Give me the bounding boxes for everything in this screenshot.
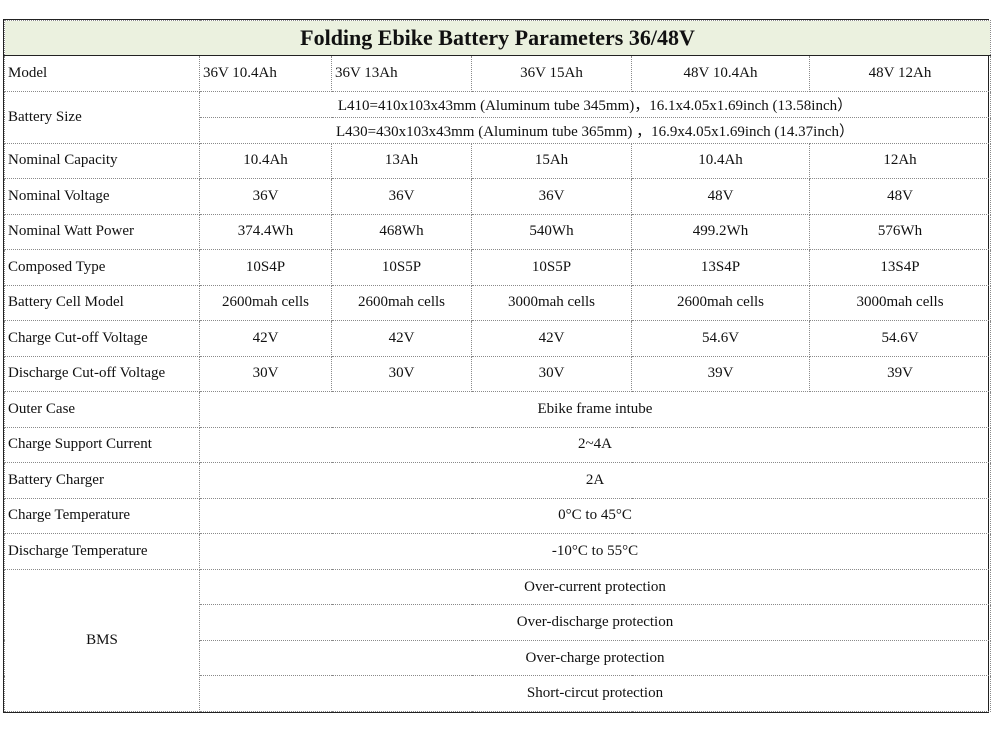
row-label: Charge Cut-off Voltage [4,320,200,357]
table-cell: 13Ah [331,142,472,180]
battery-size-row: Battery Size L410=410x103x43mm (Aluminum… [4,90,992,144]
charge-support-current-row: Charge Support Current 2~4A [4,426,992,464]
table-cell: 42V [199,320,332,357]
row-label: Charge Support Current [4,426,200,464]
table-cell: 2600mah cells [631,284,810,322]
bms-item: Over-current protection [198,568,992,606]
table-cell: 374.4Wh [199,213,332,251]
table-cell: 54.6V [808,320,992,357]
bms-row-2: Over-discharge protection [5,604,992,641]
outer-case-row: Outer Case Ebike frame intube [4,391,992,428]
bms-row-4: Short-circut protection [5,675,992,712]
table-cell: 12Ah [808,142,992,180]
table-cell: 10S5P [471,249,632,286]
row-label: Battery Charger [4,462,200,499]
row-label: Battery Size [4,90,200,144]
row-label: Discharge Cut-off Voltage [4,355,200,393]
nominal-voltage-row: Nominal Voltage 36V 36V 36V 48V 48V [4,178,992,215]
table-cell: 2A [198,462,992,499]
table-cell: 3000mah cells [808,284,992,322]
battery-size-row-2: L430=430x103x43mm (Aluminum tube 365mm) … [5,116,992,144]
table-cell: 2600mah cells [331,284,472,322]
table-cell: 39V [631,355,810,393]
table-cell: 10.4Ah [199,142,332,180]
table-cell: 42V [471,320,632,357]
table-title: Folding Ebike Battery Parameters 36/48V [3,19,992,57]
table-cell: 10S4P [199,249,332,286]
table-cell: 39V [808,355,992,393]
discharge-cutoff-voltage-row: Discharge Cut-off Voltage 30V 30V 30V 39… [4,355,992,393]
table-cell: 42V [331,320,472,357]
table-cell: 48V [808,178,992,215]
bms-item: Over-discharge protection [198,604,992,641]
table-cell: 36V [331,178,472,215]
nominal-watt-power-row: Nominal Watt Power 374.4Wh 468Wh 540Wh 4… [4,213,992,251]
battery-size-line-2: L430=430x103x43mm (Aluminum tube 365mm) … [198,116,992,144]
battery-size-line-1: L410=410x103x43mm (Aluminum tube 345mm)，… [198,90,992,118]
row-label: Nominal Watt Power [4,213,200,251]
table-cell: 30V [471,355,632,393]
table-cell: Ebike frame intube [198,391,992,428]
table-cell: 2~4A [198,426,992,464]
table-cell: 10.4Ah [631,142,810,180]
row-label: Nominal Voltage [4,178,200,215]
discharge-temperature-row: Discharge Temperature -10°C to 55°C [4,533,992,570]
row-label: Battery Cell Model [4,284,200,322]
row-label: Model [4,55,200,92]
table-cell: 54.6V [631,320,810,357]
table-cell: 540Wh [471,213,632,251]
battery-spec-table: Folding Ebike Battery Parameters 36/48V … [3,19,992,713]
table-cell: 48V 12Ah [808,55,992,92]
table-cell: 576Wh [808,213,992,251]
bms-row: BMS Over-current protection [4,568,992,713]
row-label: Composed Type [4,249,200,286]
row-label: Discharge Temperature [4,533,200,570]
row-label: Nominal Capacity [4,142,200,180]
table-cell: 30V [199,355,332,393]
table-cell: 2600mah cells [199,284,332,322]
table-cell: 36V 10.4Ah [199,55,332,92]
battery-cell-model-row: Battery Cell Model 2600mah cells 2600mah… [4,284,992,322]
row-label: BMS [4,568,200,713]
nominal-capacity-row: Nominal Capacity 10.4Ah 13Ah 15Ah 10.4Ah… [4,142,992,180]
model-row: Model 36V 10.4Ah 36V 13Ah 36V 15Ah 48V 1… [4,55,992,92]
battery-charger-row: Battery Charger 2A [4,462,992,499]
table-cell: 10S5P [331,249,472,286]
composed-type-row: Composed Type 10S4P 10S5P 10S5P 13S4P 13… [4,249,992,286]
table-cell: 3000mah cells [471,284,632,322]
table-cell: 48V [631,178,810,215]
table-cell: 0°C to 45°C [198,497,992,535]
table-cell: 30V [331,355,472,393]
row-label: Charge Temperature [4,497,200,535]
bms-item: Over-charge protection [198,639,992,677]
table-cell: 36V 13Ah [331,55,472,92]
table-cell: 36V 15Ah [471,55,632,92]
table-cell: 499.2Wh [631,213,810,251]
row-label: Outer Case [4,391,200,428]
table-cell: 15Ah [471,142,632,180]
charge-temperature-row: Charge Temperature 0°C to 45°C [4,497,992,535]
spec-table-frame: Folding Ebike Battery Parameters 36/48V … [3,19,992,713]
table-cell: -10°C to 55°C [198,533,992,570]
table-cell: 468Wh [331,213,472,251]
table-cell: 36V [199,178,332,215]
table-cell: 48V 10.4Ah [631,55,810,92]
title-row: Folding Ebike Battery Parameters 36/48V [3,19,992,57]
charge-cutoff-voltage-row: Charge Cut-off Voltage 42V 42V 42V 54.6V… [4,320,992,357]
table-cell: 13S4P [631,249,810,286]
table-cell: 13S4P [808,249,992,286]
bms-item: Short-circut protection [198,675,992,712]
table-cell: 36V [471,178,632,215]
